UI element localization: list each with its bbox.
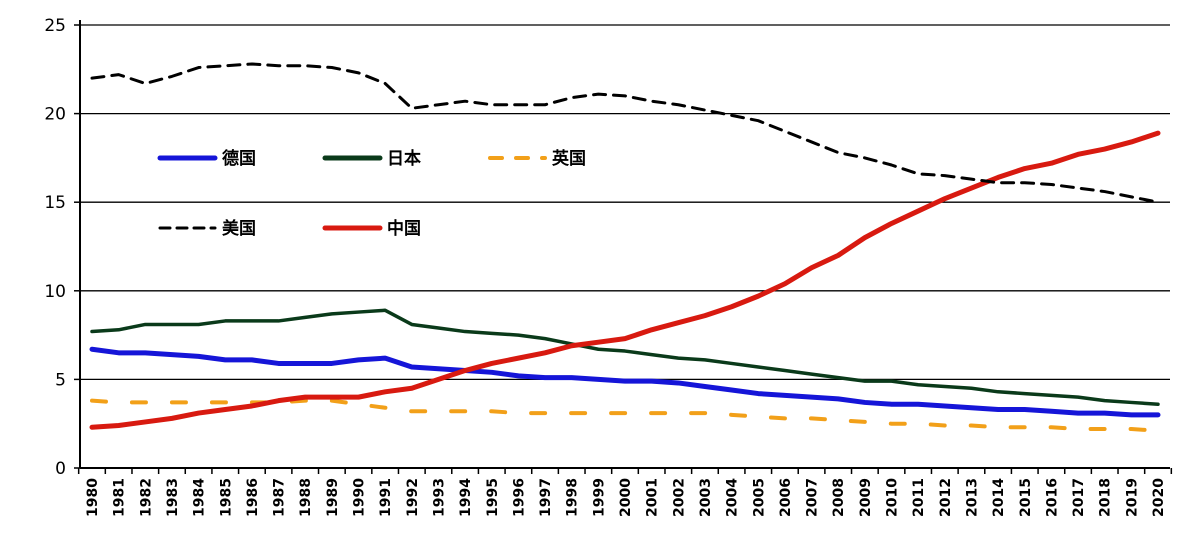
- x-tick-label: 2013: [964, 478, 980, 517]
- x-tick-label: 1996: [511, 478, 527, 517]
- y-tick-label: 15: [44, 193, 66, 213]
- legend-label: 中国: [387, 218, 421, 239]
- x-tick-label: 1997: [538, 478, 554, 517]
- x-tick-label: 2015: [1018, 478, 1034, 517]
- x-tick-label: 1981: [112, 478, 128, 517]
- x-tick-label: 2010: [885, 478, 901, 517]
- legend-label: 德国: [222, 148, 256, 169]
- x-tick-label: 2005: [751, 478, 767, 517]
- x-tick-label: 1998: [565, 478, 581, 517]
- x-tick-label: 2007: [805, 478, 821, 517]
- x-tick-label: 1982: [138, 478, 154, 517]
- x-tick-label: 2014: [991, 478, 1007, 517]
- series-line: [90, 308, 1160, 406]
- x-tick-label: 2002: [671, 478, 687, 517]
- series-line: [89, 346, 1161, 418]
- x-tick-label: 1990: [352, 478, 368, 517]
- y-tick-label: 20: [44, 105, 66, 125]
- x-tick-label: 1986: [245, 478, 261, 517]
- x-tick-label: 2003: [698, 478, 714, 517]
- legend-label: 英国: [552, 148, 586, 169]
- series-line: [89, 130, 1161, 430]
- x-tick-label: 1989: [325, 478, 341, 517]
- x-tick-label: 1980: [85, 478, 101, 517]
- x-tick-label: 1991: [378, 478, 394, 517]
- y-tick-label: 0: [55, 459, 66, 479]
- x-tick-label: 2017: [1071, 478, 1087, 517]
- legend-label: 日本: [387, 148, 421, 169]
- x-tick-label: 1985: [218, 478, 234, 517]
- x-tick-label: 1993: [431, 478, 447, 517]
- x-tick-label: 2018: [1098, 478, 1114, 517]
- x-tick-label: 1994: [458, 478, 474, 517]
- x-tick-label: 1987: [272, 478, 288, 517]
- x-tick-label: 2020: [1151, 478, 1167, 517]
- x-tick-label: 1999: [591, 478, 607, 517]
- x-tick-label: 2016: [1044, 478, 1060, 517]
- y-tick-label: 5: [55, 370, 66, 390]
- x-tick-label: 1995: [485, 478, 501, 517]
- x-tick-label: 1984: [192, 478, 208, 517]
- x-tick-label: 2011: [911, 478, 927, 517]
- series-line: [90, 62, 1160, 204]
- x-tick-label: 2006: [778, 478, 794, 517]
- x-tick-label: 2012: [938, 478, 954, 517]
- x-tick-label: 2001: [645, 478, 661, 517]
- x-tick-label: 2008: [831, 478, 847, 517]
- x-tick-label: 2004: [725, 478, 741, 517]
- x-tick-label: 2009: [858, 478, 874, 517]
- x-tick-label: 1992: [405, 478, 421, 517]
- x-tick-label: 1983: [165, 478, 181, 517]
- x-tick-label: 2019: [1124, 478, 1140, 517]
- series-line: [90, 398, 1160, 433]
- x-tick-label: 2000: [618, 478, 634, 517]
- x-tick-label: 1988: [298, 478, 314, 517]
- y-tick-label: 10: [44, 282, 66, 302]
- legend-label: 美国: [222, 218, 256, 239]
- y-tick-label: 25: [44, 16, 66, 36]
